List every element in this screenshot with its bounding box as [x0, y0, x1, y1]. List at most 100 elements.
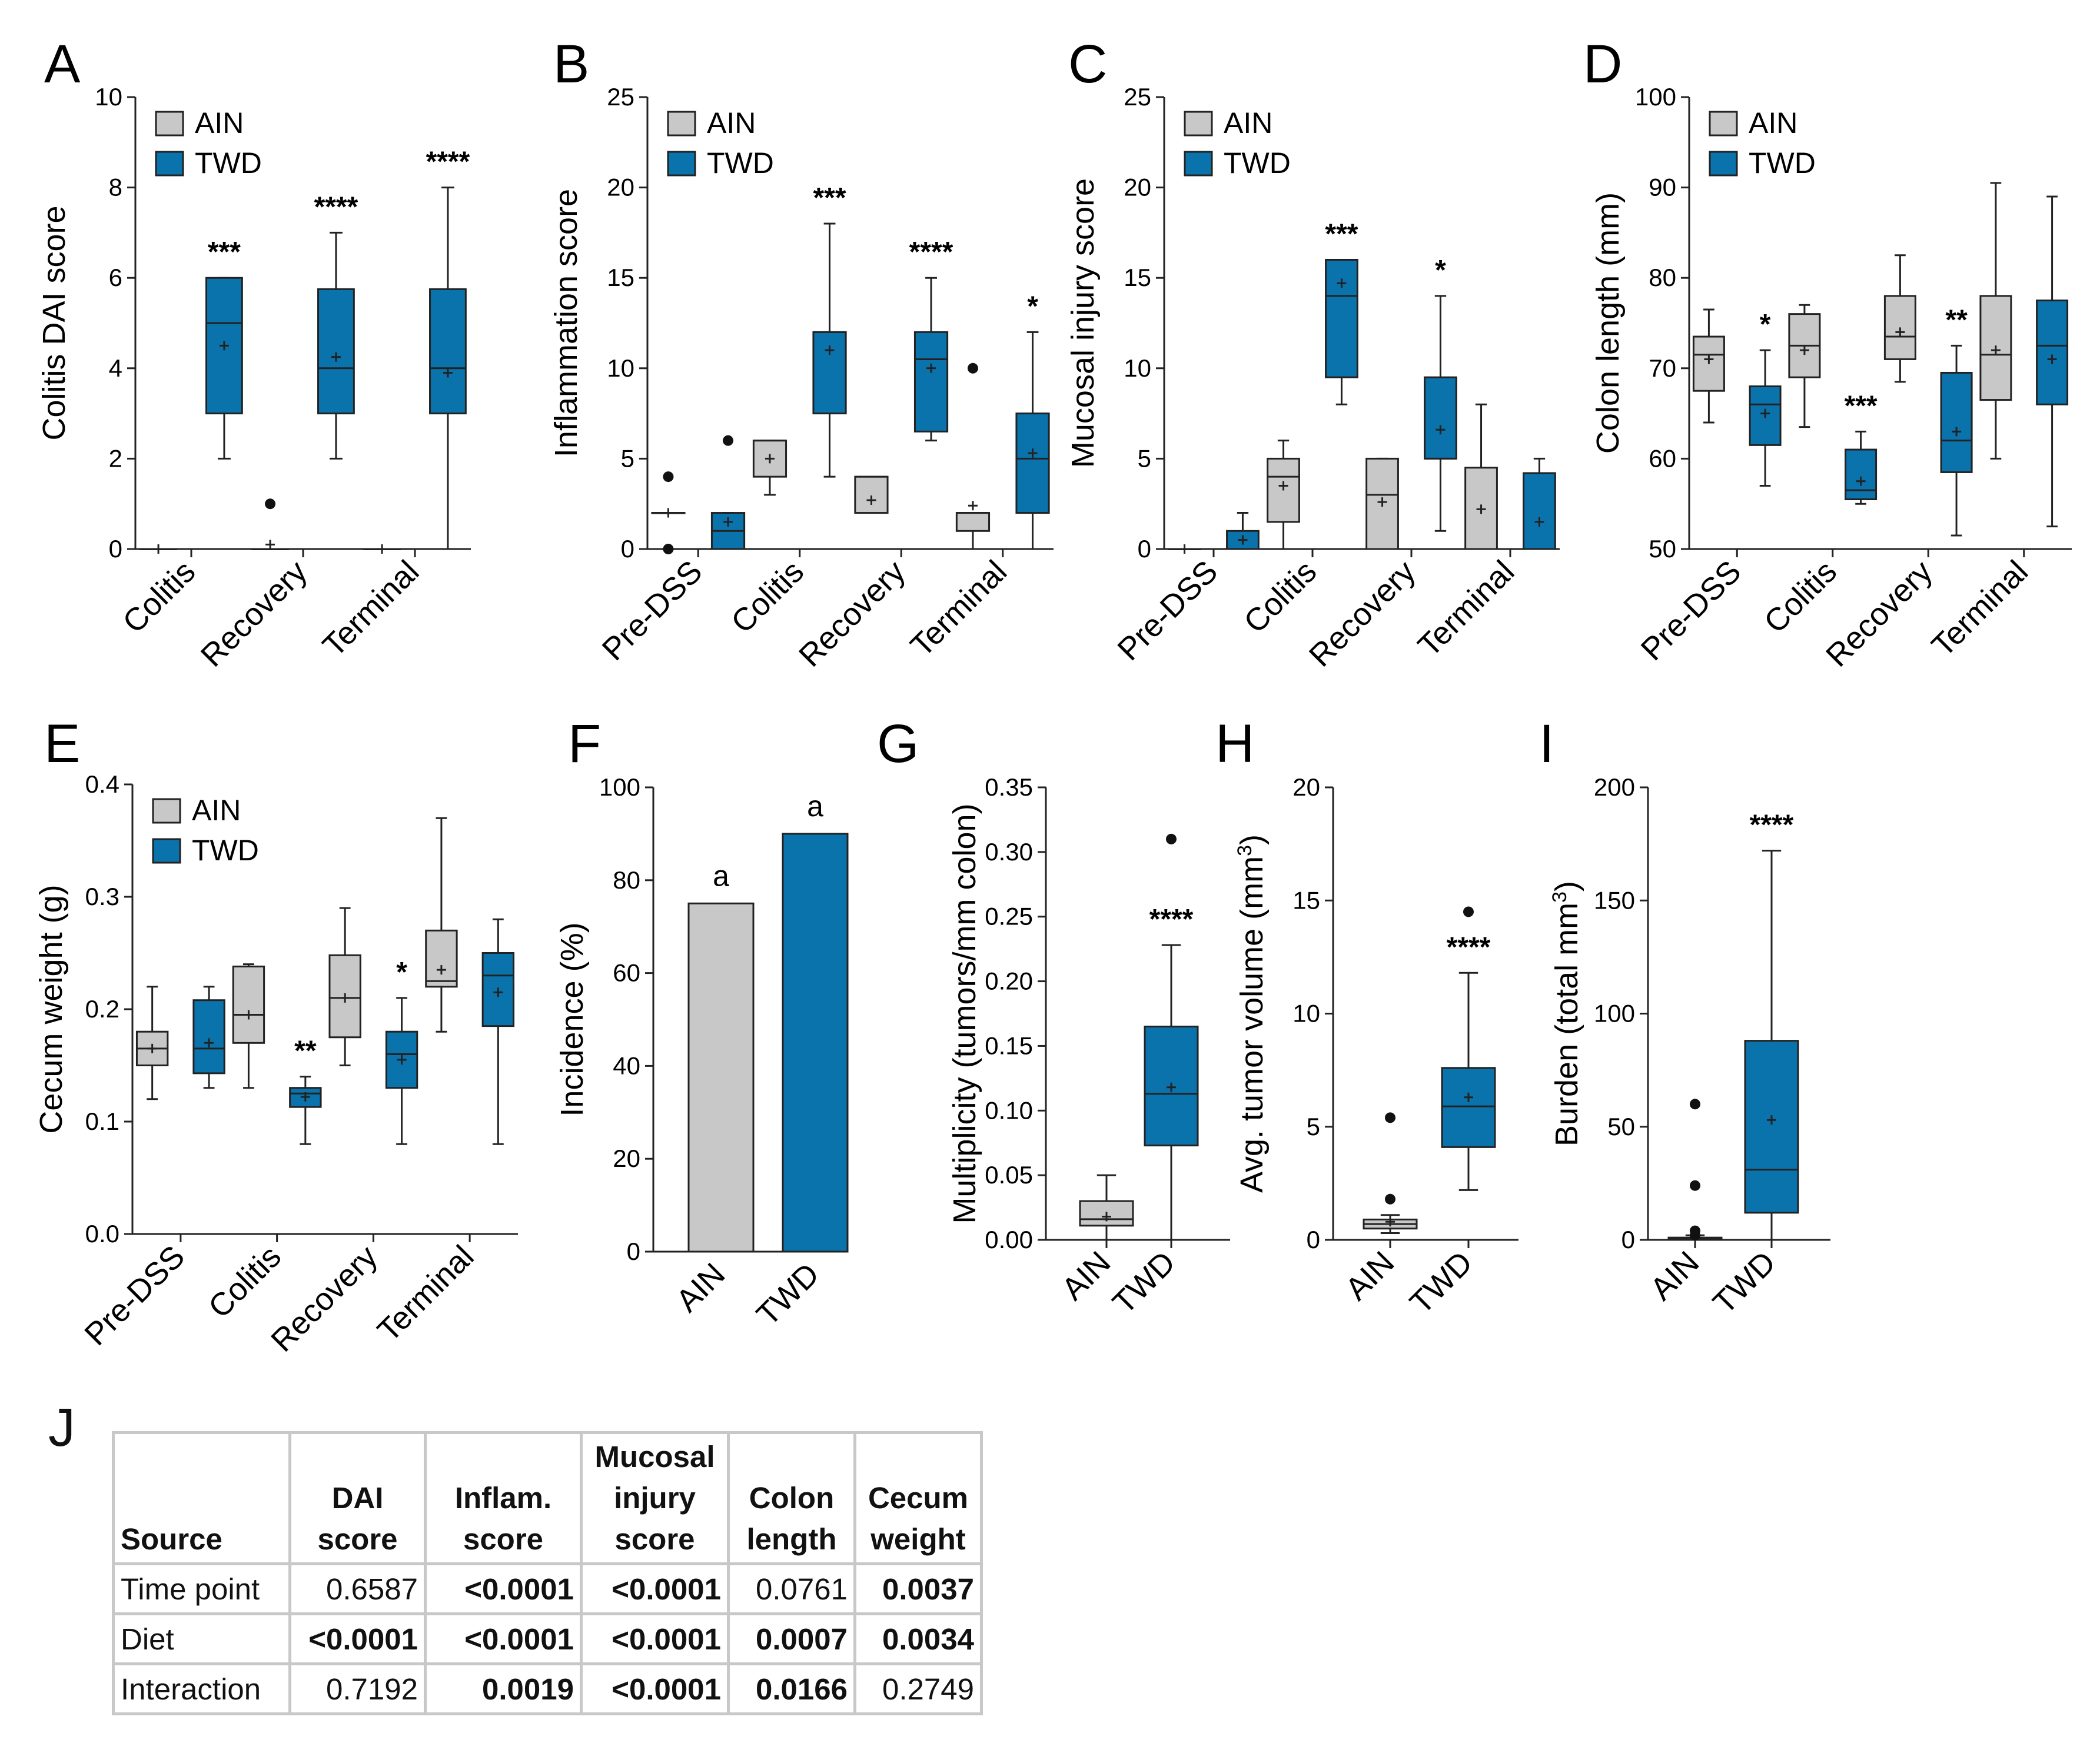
- y-axis-title: Cecum weight (g): [34, 884, 69, 1133]
- x-category-label: Terminal: [1925, 554, 2035, 664]
- significance-label: ****: [314, 191, 358, 222]
- box-ain: [135, 986, 169, 1100]
- box-iqr: [1940, 371, 1973, 473]
- y-tick-label: 0: [109, 535, 122, 563]
- y-tick-label: 0.30: [985, 838, 1033, 866]
- table-header-cecum-weight: Cecum weight: [853, 1431, 983, 1565]
- y-tick-label: 0: [1307, 1226, 1320, 1253]
- y-tick-label: 15: [1124, 264, 1151, 291]
- outlier-point: [663, 471, 674, 483]
- box-twd: ****: [909, 237, 953, 442]
- x-category-label: AIN: [669, 1256, 732, 1319]
- panel-letter: B: [553, 34, 589, 94]
- y-axis-title: Incidence (%): [554, 922, 590, 1116]
- legend-swatch-ain: [155, 111, 184, 137]
- box-twd: ***: [812, 182, 847, 478]
- box-ain: [1267, 440, 1300, 550]
- outlier-point: [723, 435, 734, 446]
- mean-marker: [663, 508, 673, 518]
- y-axis-title: Colon length (mm): [1590, 192, 1626, 454]
- box-ain: [139, 544, 177, 554]
- mean-marker: [300, 1092, 310, 1102]
- outlier-point: [1690, 1225, 1700, 1236]
- box-iqr: [192, 999, 225, 1075]
- y-tick-label: 50: [1649, 535, 1676, 563]
- x-category-label: AIN: [1338, 1245, 1401, 1307]
- y-tick-label: 25: [1124, 83, 1151, 111]
- box-twd: ***: [1325, 218, 1358, 405]
- y-tick-label: 10: [1124, 354, 1151, 382]
- mean-marker: [331, 352, 341, 362]
- y-tick-label: 70: [1649, 354, 1676, 382]
- outlier-point: [1690, 1180, 1700, 1191]
- x-category-label: Recovery: [194, 554, 314, 674]
- legend-swatch-ain: [1709, 111, 1738, 137]
- legend-swatch-ain: [667, 111, 696, 137]
- y-tick-label: 60: [1649, 444, 1676, 472]
- table-cell: 0.2749: [853, 1662, 983, 1715]
- box-twd: ****: [314, 191, 358, 460]
- box-ain: [1464, 403, 1498, 550]
- table-cell: 0.7192: [288, 1662, 427, 1715]
- legend-label-twd: TWD: [1224, 147, 1291, 179]
- y-tick-label: 2: [109, 444, 122, 472]
- box-twd: *: [385, 957, 418, 1145]
- panel-j-letter: J: [48, 1398, 75, 1458]
- box-ain: [363, 544, 401, 554]
- box-iqr: [1979, 295, 2012, 401]
- y-tick-label: 80: [613, 866, 640, 894]
- box-iqr: [1441, 1067, 1496, 1148]
- x-category-label: Colitis: [725, 554, 810, 640]
- table-cell: <0.0001: [580, 1662, 730, 1715]
- box-iqr: [1523, 472, 1556, 550]
- y-tick-label: 15: [607, 264, 634, 291]
- box-ain: [955, 362, 991, 550]
- y-axis-title: Burden (total mm3): [1549, 881, 1584, 1146]
- panel-letter: G: [877, 714, 919, 774]
- legend: AIN TWD: [152, 794, 259, 867]
- box-ain: [752, 440, 788, 496]
- legend-label-ain: AIN: [192, 794, 241, 827]
- bar-letter-label: a: [713, 859, 729, 892]
- y-axis-title: Multiplicity (tumors/mm colon): [947, 803, 982, 1223]
- box-twd: **: [1940, 304, 1973, 537]
- significance-label: ***: [208, 237, 241, 268]
- box-iqr: [2036, 300, 2069, 405]
- y-tick-label: 80: [1649, 264, 1676, 291]
- box-twd: ***: [1845, 390, 1878, 505]
- legend-label-ain: AIN: [195, 107, 244, 139]
- box-ain: [1692, 308, 1725, 424]
- y-tick-label: 0.0: [85, 1220, 119, 1248]
- mean-marker: [443, 368, 453, 378]
- mean-marker: [1767, 1115, 1776, 1125]
- box-ain: [251, 498, 289, 550]
- y-tick-label: 0.25: [985, 903, 1033, 930]
- significance-label: *: [1027, 291, 1038, 322]
- box-iqr: [854, 475, 889, 514]
- box-ain: [1168, 544, 1201, 554]
- outlier-point: [265, 498, 276, 510]
- x-category-label: Colitis: [202, 1239, 288, 1325]
- y-tick-label: 25: [607, 83, 634, 111]
- y-tick-label: 10: [95, 83, 122, 111]
- box-iqr: [955, 512, 991, 532]
- y-tick-label: 20: [607, 174, 634, 201]
- x-category-label: Pre-DSS: [1634, 554, 1748, 667]
- y-tick-label: 20: [1124, 174, 1151, 201]
- y-axis-title: Mucosal injury score: [1065, 178, 1101, 468]
- mean-marker: [1991, 345, 2001, 355]
- legend-label-twd: TWD: [192, 834, 259, 867]
- table-row-diet: Diet <0.0001 <0.0001 <0.0001 0.0007 0.00…: [112, 1612, 983, 1665]
- mean-marker: [436, 965, 446, 975]
- mean-marker: [926, 363, 936, 373]
- mean-marker: [1436, 425, 1446, 435]
- outlier-point: [1690, 1099, 1700, 1110]
- box-twd: [1226, 512, 1260, 550]
- mean-marker: [1464, 1092, 1473, 1102]
- y-tick-label: 6: [109, 264, 122, 291]
- y-tick-label: 0.1: [85, 1107, 119, 1135]
- table-cell: 0.0761: [727, 1562, 856, 1615]
